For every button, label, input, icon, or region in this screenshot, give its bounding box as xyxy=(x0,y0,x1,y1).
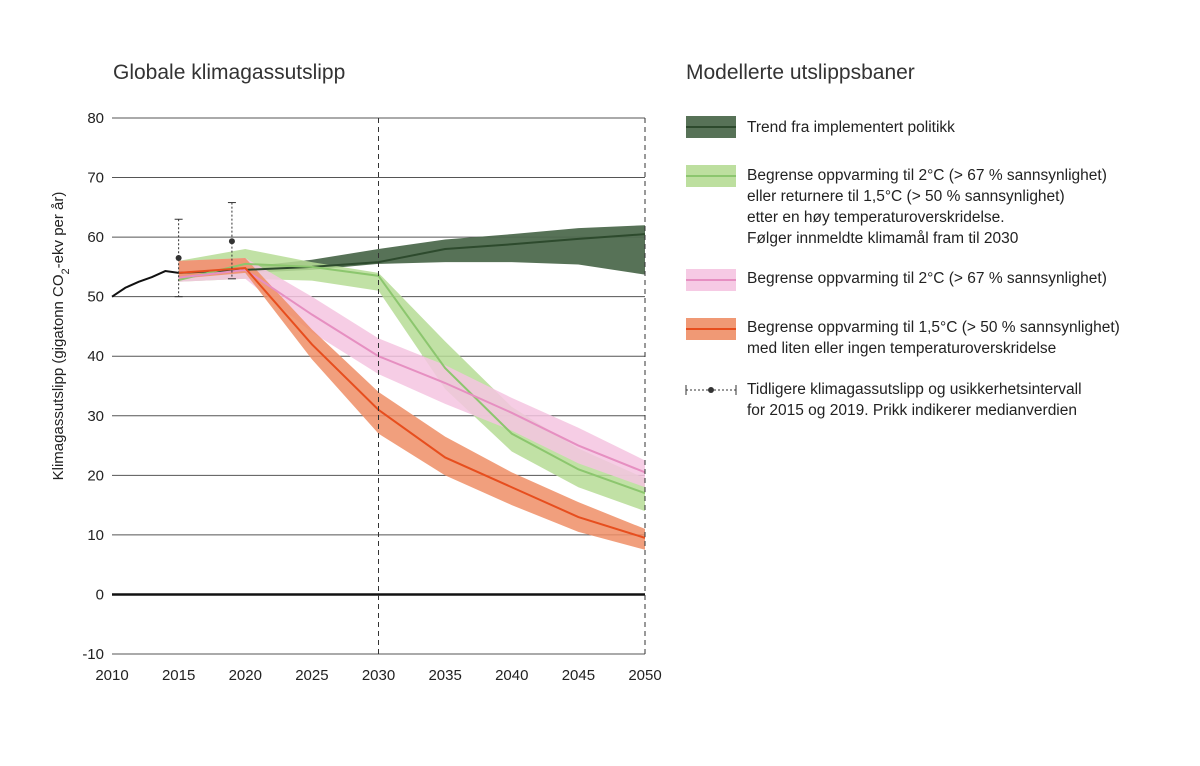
legend-line: Trend fra implementert politikk xyxy=(747,119,955,136)
legend-item-two-deg: Begrense oppvarming til 2°C (> 67 % sann… xyxy=(747,268,1107,289)
legend-median-dot xyxy=(708,387,714,393)
legend-line: Tidligere klimagassutslipp og usikkerhet… xyxy=(747,381,1082,398)
x-tick-label: 2040 xyxy=(495,667,528,684)
x-tick-label: 2020 xyxy=(229,667,262,684)
y-tick-label: 70 xyxy=(87,170,104,187)
y-tick-label: 40 xyxy=(87,348,104,365)
reference-lines xyxy=(112,118,646,654)
x-tick-label: 2030 xyxy=(362,667,395,684)
y-tick-label: 60 xyxy=(87,229,104,246)
series-band xyxy=(178,249,645,512)
historical-line xyxy=(111,270,179,298)
legend-item-policy: Trend fra implementert politikk xyxy=(747,117,955,138)
legend-line: Begrense oppvarming til 2°C (> 67 % sann… xyxy=(747,270,1107,287)
error-bars xyxy=(174,202,236,298)
series-line xyxy=(178,262,646,495)
x-tick-label: 2045 xyxy=(562,667,595,684)
legend-item-historical: Tidligere klimagassutslipp og usikkerhet… xyxy=(747,379,1082,421)
x-tick-label: 2010 xyxy=(95,667,128,684)
y-tick-label: 10 xyxy=(87,527,104,544)
legend-line: eller returnere til 1,5°C (> 50 % sannsy… xyxy=(747,188,1065,205)
legend-line: Begrense oppvarming til 2°C (> 67 % sann… xyxy=(747,167,1107,184)
series-lines xyxy=(111,233,646,539)
legend-line: Følger innmeldte klimamål fram til 2030 xyxy=(747,230,1019,247)
legend-line: etter en høy temperaturoverskridelse. xyxy=(747,209,1005,226)
x-tick-label: 2025 xyxy=(295,667,328,684)
legend-line: med liten eller ingen temperaturoverskri… xyxy=(747,340,1057,357)
legend-line: Begrense oppvarming til 1,5°C (> 50 % sa… xyxy=(747,319,1120,336)
series-band xyxy=(178,257,645,550)
legend-swatches xyxy=(685,116,737,395)
legend-item-onefive: Begrense oppvarming til 1,5°C (> 50 % sa… xyxy=(747,317,1120,359)
y-tick-label: 50 xyxy=(87,289,104,306)
y-axis-label: Klimagassutslipp (gigatonn CO2-ekv per å… xyxy=(50,192,72,481)
y-tick-label: 20 xyxy=(87,467,104,484)
series-line xyxy=(178,267,646,539)
y-tick-label: 0 xyxy=(96,586,104,603)
x-tick-label: 2050 xyxy=(628,667,661,684)
x-tick-label: 2015 xyxy=(162,667,195,684)
legend-item-overshoot: Begrense oppvarming til 2°C (> 67 % sann… xyxy=(747,165,1107,249)
legend-title: Modellerte utslippsbaner xyxy=(686,61,915,84)
x-tick-label: 2035 xyxy=(428,667,461,684)
median-dot xyxy=(175,254,182,261)
y-tick-label: 30 xyxy=(87,408,104,425)
chart-title: Globale klimagassutslipp xyxy=(113,61,346,84)
y-tick-label: -10 xyxy=(82,646,104,663)
median-dot xyxy=(228,238,235,245)
series-line xyxy=(178,268,646,474)
series-line xyxy=(178,233,646,274)
legend-line: for 2015 og 2019. Prikk indikerer median… xyxy=(747,402,1077,419)
uncertainty-bands xyxy=(178,225,645,550)
y-tick-label: 80 xyxy=(87,110,104,127)
grid-lines xyxy=(112,117,645,655)
